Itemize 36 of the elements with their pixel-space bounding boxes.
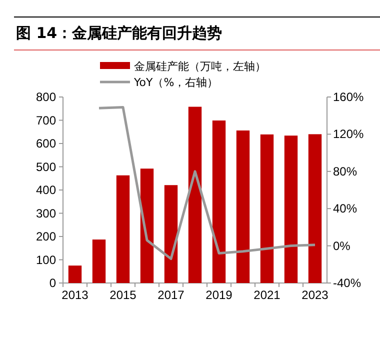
y2-tick-label: 160% xyxy=(333,90,364,104)
y-tick-label: 100 xyxy=(36,252,56,267)
y-tick-label: 200 xyxy=(36,230,56,244)
line-series xyxy=(98,106,316,260)
y-tick-label: 800 xyxy=(36,90,56,104)
y2-tick-label: 80% xyxy=(333,164,358,178)
x-tick-label: 2023 xyxy=(302,288,329,302)
y-tick-label: 500 xyxy=(36,160,56,174)
bar xyxy=(260,134,274,283)
y-tick-label: 0 xyxy=(49,276,56,290)
legend-label: 金属硅产能（万吨，左轴） xyxy=(134,60,266,73)
legend-label: YoY（%，右轴） xyxy=(133,76,218,89)
chart-title: 图 14：金属硅产能有回升趋势 xyxy=(16,24,222,42)
bar xyxy=(284,136,298,283)
y-tick-label: 300 xyxy=(36,206,56,220)
bar xyxy=(236,130,250,283)
bar xyxy=(68,266,82,283)
y-tick-label: 400 xyxy=(36,183,56,197)
bar xyxy=(116,175,130,283)
x-tick-label: 2019 xyxy=(206,288,233,302)
bar xyxy=(164,185,178,283)
y2-tick-label: 40% xyxy=(333,202,358,216)
bar xyxy=(212,120,226,283)
y2-tick-label: 120% xyxy=(333,127,364,142)
y-tick-label: 600 xyxy=(36,136,56,150)
x-tick-label: 2017 xyxy=(158,288,185,302)
bar xyxy=(188,106,202,283)
y2-tick-label: -40% xyxy=(333,276,362,290)
x-tick-label: 2013 xyxy=(62,288,89,302)
bar xyxy=(308,134,322,283)
y-tick-label: 700 xyxy=(36,113,56,128)
y2-tick-label: 0% xyxy=(333,238,351,253)
x-tick-label: 2015 xyxy=(110,288,137,302)
bar xyxy=(140,168,154,283)
bar xyxy=(92,240,106,283)
x-tick-label: 2021 xyxy=(254,288,281,302)
